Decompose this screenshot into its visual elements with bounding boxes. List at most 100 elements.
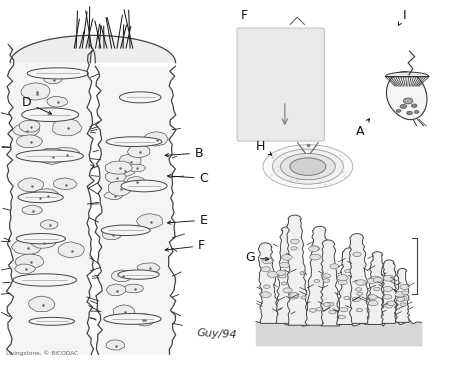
Polygon shape [368, 295, 377, 299]
Polygon shape [301, 296, 307, 299]
Ellipse shape [407, 111, 412, 115]
Text: F: F [165, 239, 205, 252]
Polygon shape [279, 274, 286, 278]
Polygon shape [15, 264, 36, 274]
Polygon shape [22, 108, 79, 122]
Polygon shape [338, 315, 346, 319]
Polygon shape [349, 234, 369, 324]
Polygon shape [106, 340, 124, 350]
Polygon shape [19, 120, 40, 132]
Polygon shape [128, 145, 150, 157]
Polygon shape [41, 220, 58, 229]
Polygon shape [395, 291, 405, 297]
Polygon shape [291, 239, 299, 244]
Polygon shape [53, 119, 82, 136]
Polygon shape [367, 279, 376, 284]
Polygon shape [10, 36, 175, 63]
Polygon shape [30, 236, 56, 248]
Polygon shape [400, 284, 410, 290]
Polygon shape [323, 274, 331, 278]
Polygon shape [338, 280, 347, 285]
Text: F: F [241, 9, 248, 22]
Text: E: E [167, 214, 208, 227]
Polygon shape [264, 285, 270, 288]
Polygon shape [396, 297, 405, 301]
Text: C: C [167, 172, 208, 185]
Polygon shape [387, 301, 395, 306]
Polygon shape [310, 309, 317, 312]
Polygon shape [27, 68, 89, 79]
Ellipse shape [263, 145, 353, 188]
Polygon shape [373, 277, 382, 283]
Ellipse shape [403, 98, 413, 104]
Polygon shape [38, 148, 66, 165]
Polygon shape [109, 181, 131, 196]
Polygon shape [135, 314, 155, 326]
Polygon shape [353, 252, 361, 257]
Polygon shape [28, 296, 55, 311]
Polygon shape [370, 276, 381, 281]
Ellipse shape [273, 149, 343, 184]
Polygon shape [310, 246, 319, 251]
Polygon shape [400, 303, 406, 306]
Polygon shape [330, 264, 339, 269]
Polygon shape [22, 205, 42, 214]
Polygon shape [29, 317, 74, 325]
Polygon shape [345, 270, 350, 273]
Polygon shape [356, 280, 366, 285]
Polygon shape [132, 315, 151, 324]
Polygon shape [386, 276, 394, 281]
Polygon shape [121, 180, 167, 192]
Polygon shape [281, 282, 287, 285]
Polygon shape [352, 297, 360, 302]
Polygon shape [137, 263, 160, 273]
Polygon shape [276, 227, 293, 324]
Polygon shape [47, 96, 68, 107]
Polygon shape [128, 164, 146, 172]
Polygon shape [104, 191, 123, 199]
Polygon shape [6, 44, 94, 354]
Polygon shape [137, 214, 163, 229]
Polygon shape [337, 248, 356, 325]
Polygon shape [124, 284, 144, 293]
Polygon shape [381, 260, 397, 324]
Polygon shape [385, 72, 429, 76]
Polygon shape [260, 292, 272, 298]
Text: H: H [256, 140, 272, 155]
Polygon shape [323, 279, 330, 283]
Polygon shape [300, 272, 306, 275]
Polygon shape [287, 215, 309, 325]
Polygon shape [105, 161, 132, 174]
Polygon shape [279, 262, 290, 268]
Polygon shape [16, 234, 65, 244]
Polygon shape [323, 303, 330, 306]
Polygon shape [402, 291, 409, 295]
Polygon shape [27, 90, 46, 97]
Polygon shape [321, 240, 340, 326]
Polygon shape [101, 225, 150, 235]
Text: Livingstone, © BICODAC: Livingstone, © BICODAC [6, 351, 79, 356]
Polygon shape [261, 267, 271, 272]
Polygon shape [344, 296, 350, 300]
Ellipse shape [396, 109, 401, 112]
Polygon shape [305, 226, 327, 325]
Polygon shape [337, 274, 348, 281]
Ellipse shape [414, 111, 419, 113]
Polygon shape [356, 309, 363, 312]
Polygon shape [282, 254, 292, 260]
Text: B: B [165, 147, 203, 160]
Polygon shape [119, 92, 161, 103]
Polygon shape [29, 192, 50, 203]
Polygon shape [15, 254, 44, 269]
Polygon shape [374, 287, 380, 291]
Polygon shape [12, 124, 40, 136]
Polygon shape [49, 147, 80, 160]
Polygon shape [118, 270, 159, 279]
Polygon shape [102, 229, 122, 240]
Polygon shape [44, 74, 63, 84]
Polygon shape [357, 292, 363, 295]
Polygon shape [339, 307, 348, 312]
Polygon shape [383, 275, 394, 281]
Polygon shape [21, 83, 50, 100]
Polygon shape [288, 293, 299, 299]
